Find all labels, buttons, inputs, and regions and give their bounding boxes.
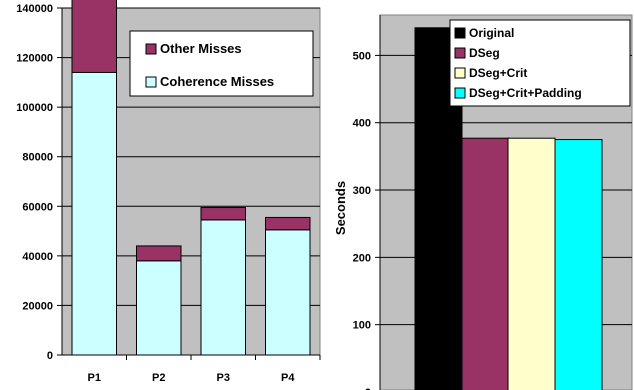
runtime-legend-swatch [454,47,466,59]
misses-y-tick-label: 100000 [16,102,53,114]
misses-x-tick-label: P2 [152,372,165,384]
runtime-bar-dseg-crit-padding [554,139,603,390]
runtime-axes [375,15,381,390]
runtime-legend-label: DSeg+Crit+Padding [469,86,582,100]
runtime-y-tick-label: 0 [365,387,371,390]
runtime-y-tick-label: 400 [353,118,371,130]
runtime-legend-label: DSeg [469,46,500,60]
misses-x-tick-label: P3 [217,372,230,384]
misses-y-tick-label: 80000 [22,152,53,164]
misses-x-tick-label: P4 [281,372,295,384]
runtime-y-tick-label: 100 [353,320,371,332]
misses-legend-swatch [145,76,157,88]
misses-bar-other-p2 [135,245,182,262]
misses-bar-coherence-p4 [264,229,311,356]
misses-bar-other-p3 [200,207,247,221]
misses-bar-other-p1 [71,0,118,73]
misses-y-tick-label: 140000 [16,3,53,15]
runtime-y-axis-label: Seconds [333,181,348,235]
runtime-bar-dseg [461,137,510,390]
misses-axes [57,7,321,360]
runtime-legend-swatch [454,27,466,39]
runtime-y-tick-labels: 0 100 200 300 400 500 [353,50,371,390]
misses-legend-label: Coherence Misses [160,74,274,89]
misses-x-tick-label: P1 [88,372,101,384]
misses-bars [71,0,311,356]
runtime-y-tick-label: 300 [353,185,371,197]
misses-bar-coherence-p1 [71,71,118,356]
runtime-legend-box [449,19,631,107]
misses-legend-box [129,30,314,97]
runtime-bar-dseg-crit [507,137,556,390]
misses-bar-coherence-p2 [135,260,182,356]
runtime-y-tick-label: 200 [353,252,371,264]
misses-y-tick-label: 60000 [22,201,53,213]
misses-bar-coherence-p3 [200,219,247,356]
runtime-legend-label: Original [469,26,514,40]
runtime-legend-swatch [454,67,466,79]
misses-legend: Other Misses Coherence Misses [129,30,314,97]
misses-chart: 020000400006000080000100000120000140000 … [16,0,321,384]
misses-x-tick-labels: P1 P2 P3 P4 [88,372,296,384]
runtime-chart: 0 100 200 300 400 500 Seconds Original DSeg DSe… [333,14,633,390]
misses-y-tick-label: 0 [47,350,53,362]
misses-y-tick-label: 120000 [16,53,53,65]
runtime-y-tick-label: 500 [353,50,371,62]
runtime-legend: Original DSeg DSeg+Crit DSeg+Crit+Padding [449,19,631,107]
runtime-legend-label: DSeg+Crit [469,66,527,80]
misses-legend-swatch [145,43,157,55]
misses-y-tick-label: 20000 [22,300,53,312]
misses-y-tick-labels: 0 20000 40000 60000 80000 100000 120000 140000 [16,3,53,362]
runtime-legend-swatch [454,87,466,99]
misses-y-tick-label: 40000 [22,251,53,263]
misses-bar-other-p4 [264,216,311,231]
misses-legend-label: Other Misses [160,41,242,56]
